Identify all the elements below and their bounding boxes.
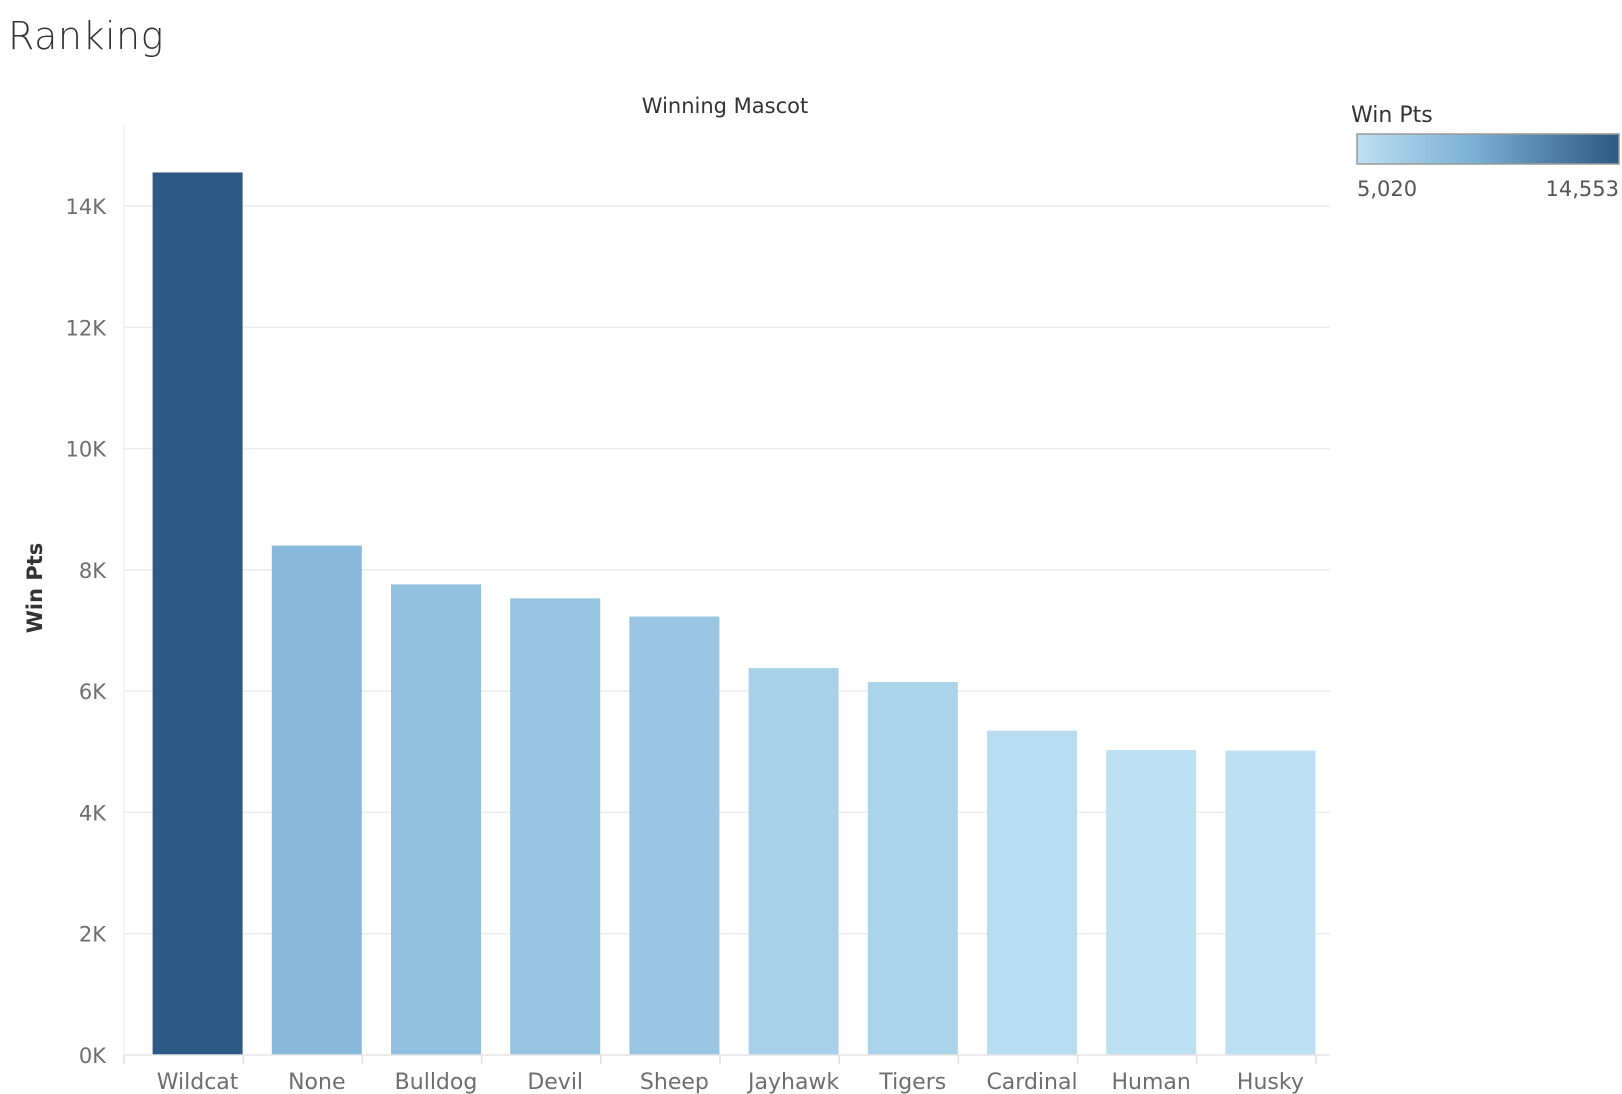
y-tick-label: 10K — [66, 438, 108, 462]
legend-title: Win Pts — [1351, 103, 1433, 128]
bar-sheep[interactable] — [629, 616, 720, 1055]
color-legend: Win Pts 5,020 14,553 — [1351, 103, 1620, 201]
y-tick-label: 12K — [66, 316, 108, 340]
page-title: Ranking — [8, 14, 164, 58]
bar-cardinal[interactable] — [987, 730, 1077, 1055]
y-tick-label: 0K — [79, 1044, 107, 1068]
bar-none[interactable] — [271, 545, 362, 1055]
y-tick-label: 2K — [79, 923, 107, 947]
y-tick-label: 8K — [79, 559, 107, 583]
x-tick-label: Bulldog — [395, 1070, 478, 1094]
x-tick-label: Tigers — [878, 1070, 946, 1094]
x-tick-label: Human — [1112, 1070, 1191, 1094]
x-tick-label: Cardinal — [986, 1070, 1077, 1094]
bar-human[interactable] — [1106, 749, 1197, 1055]
y-tick-label: 14K — [66, 195, 108, 219]
x-tick-label: Sheep — [640, 1070, 709, 1094]
bars — [152, 172, 1316, 1056]
y-axis-ticks: 0K 2K 4K 6K 8K 10K 12K 14K — [66, 195, 108, 1068]
x-axis: Wildcat None Bulldog Devil Sheep Jayhawk Tiger… — [123, 1054, 1330, 1094]
x-tick-label: Wildcat — [157, 1070, 239, 1094]
legend-min-label: 5,020 — [1357, 177, 1417, 201]
x-tick-label: Jayhawk — [746, 1070, 839, 1094]
x-tick-label: None — [288, 1070, 345, 1094]
bar-jayhawk[interactable] — [748, 668, 839, 1055]
legend-max-label: 14,553 — [1546, 177, 1619, 201]
bar-husky[interactable] — [1225, 750, 1316, 1055]
bar-wildcat[interactable] — [152, 172, 243, 1056]
bar-devil[interactable] — [510, 598, 601, 1055]
x-tick-label: Husky — [1237, 1070, 1304, 1094]
x-tick-label: Devil — [527, 1070, 583, 1094]
legend-gradient-bar — [1356, 133, 1620, 165]
bar-tigers[interactable] — [867, 682, 958, 1055]
bar-bulldog[interactable] — [391, 584, 481, 1055]
y-axis-title: Win Pts — [23, 543, 47, 634]
y-tick-label: 6K — [79, 680, 107, 704]
chart-title: Winning Mascot — [642, 94, 808, 118]
y-tick-label: 4K — [79, 801, 107, 825]
